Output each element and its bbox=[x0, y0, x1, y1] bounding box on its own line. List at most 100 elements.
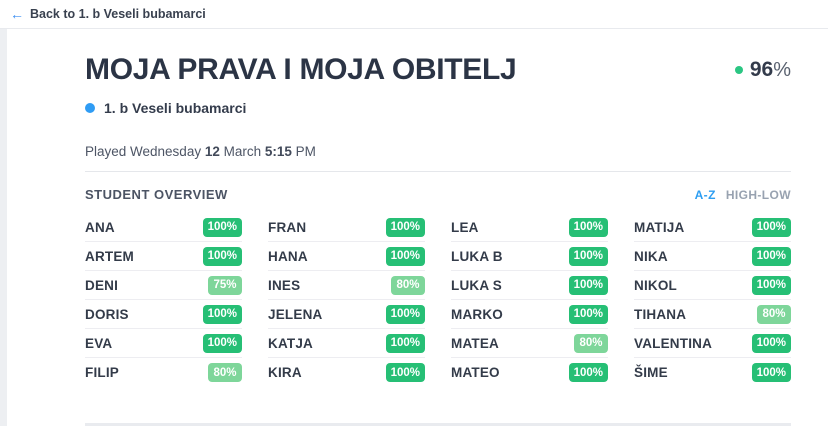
student-name: KATJA bbox=[268, 335, 314, 351]
student-row[interactable]: NIKA 100% bbox=[634, 242, 791, 271]
student-column: ANA 100% ARTEM 100% DENI 75% DORIS 100% … bbox=[85, 213, 242, 387]
student-name: NIKOL bbox=[634, 277, 677, 293]
average-dot-icon bbox=[734, 66, 743, 74]
student-name: ANA bbox=[85, 219, 115, 235]
student-row[interactable]: FILIP 80% bbox=[85, 358, 242, 387]
student-row[interactable]: DORIS 100% bbox=[85, 300, 242, 329]
student-score-badge: 80% bbox=[391, 275, 425, 295]
student-name: VALENTINA bbox=[634, 335, 713, 351]
student-score-badge: 100% bbox=[751, 217, 791, 237]
student-row[interactable]: FRAN 100% bbox=[268, 213, 425, 242]
student-score-badge: 100% bbox=[202, 217, 242, 237]
page-gutter bbox=[0, 29, 7, 426]
student-score-badge: 100% bbox=[202, 246, 242, 266]
results-panel: MOJA PRAVA I MOJA OBITELJ 96 % 1. b Vese… bbox=[85, 29, 791, 387]
student-row[interactable]: LEA 100% bbox=[451, 213, 608, 242]
student-score-badge: 100% bbox=[568, 275, 608, 295]
student-name: NIKA bbox=[634, 248, 668, 264]
sort-highlow-button[interactable]: HIGH-LOW bbox=[725, 187, 791, 202]
student-row[interactable]: LUKA B 100% bbox=[451, 242, 608, 271]
student-row[interactable]: ŠIME 100% bbox=[634, 358, 791, 387]
student-row[interactable]: MATEO 100% bbox=[451, 358, 608, 387]
student-row[interactable]: JELENA 100% bbox=[268, 300, 425, 329]
student-score-badge: 100% bbox=[751, 246, 791, 266]
student-score-badge: 100% bbox=[568, 246, 608, 266]
student-row[interactable]: MATIJA 100% bbox=[634, 213, 791, 242]
student-score-badge: 100% bbox=[568, 217, 608, 237]
student-name: MATIJA bbox=[634, 219, 685, 235]
played-prefix: Played Wednesday bbox=[85, 144, 205, 159]
student-row[interactable]: VALENTINA 100% bbox=[634, 329, 791, 358]
average-percent-sign: % bbox=[773, 58, 791, 81]
student-name: INES bbox=[268, 277, 301, 293]
sort-controls: A-Z HIGH-LOW bbox=[695, 188, 791, 202]
class-average-score: 96 % bbox=[734, 58, 791, 82]
student-score-badge: 100% bbox=[568, 304, 608, 324]
student-row[interactable]: NIKOL 100% bbox=[634, 271, 791, 300]
student-name: ARTEM bbox=[85, 248, 134, 264]
student-row[interactable]: EVA 100% bbox=[85, 329, 242, 358]
student-name: MATEA bbox=[451, 335, 499, 351]
played-time: 5:15 bbox=[264, 144, 292, 159]
student-column: LEA 100% LUKA B 100% LUKA S 100% MARKO 1… bbox=[451, 213, 608, 387]
student-name: FRAN bbox=[268, 219, 307, 235]
student-score-badge: 100% bbox=[751, 333, 791, 353]
student-name: DORIS bbox=[85, 306, 129, 322]
student-row[interactable]: INES 80% bbox=[268, 271, 425, 300]
played-timestamp: Played Wednesday 12 March 5:15 PM bbox=[85, 144, 791, 159]
section-divider bbox=[85, 171, 791, 172]
student-row[interactable]: LUKA S 100% bbox=[451, 271, 608, 300]
student-score-badge: 100% bbox=[385, 217, 425, 237]
student-score-badge: 100% bbox=[385, 363, 425, 382]
student-score-badge: 100% bbox=[751, 275, 791, 295]
student-row[interactable]: HANA 100% bbox=[268, 242, 425, 271]
back-link[interactable]: ← Back to 1. b Veseli bubamarci bbox=[10, 7, 206, 21]
student-score-badge: 100% bbox=[385, 333, 425, 353]
title-row: MOJA PRAVA I MOJA OBITELJ 96 % bbox=[85, 53, 791, 86]
student-score-badge: 80% bbox=[208, 363, 242, 382]
student-row[interactable]: KATJA 100% bbox=[268, 329, 425, 358]
student-row[interactable]: KIRA 100% bbox=[268, 358, 425, 387]
student-column: FRAN 100% HANA 100% INES 80% JELENA 100%… bbox=[268, 213, 425, 387]
student-name: LEA bbox=[451, 219, 479, 235]
class-name: 1. b Veseli bubamarci bbox=[104, 100, 247, 116]
played-date: 12 bbox=[204, 144, 220, 159]
student-name: MATEO bbox=[451, 365, 500, 380]
back-link-label: Back to 1. b Veseli bubamarci bbox=[30, 7, 206, 21]
student-row[interactable]: MATEA 80% bbox=[451, 329, 608, 358]
class-row: 1. b Veseli bubamarci bbox=[85, 100, 791, 116]
student-column: MATIJA 100% NIKA 100% NIKOL 100% TIHANA … bbox=[634, 213, 791, 387]
average-value: 96 bbox=[749, 58, 774, 81]
class-dot-icon bbox=[85, 103, 95, 113]
student-name: ŠIME bbox=[634, 365, 668, 380]
student-score-badge: 100% bbox=[385, 246, 425, 266]
student-score-badge: 100% bbox=[202, 333, 242, 353]
student-overview-header: STUDENT OVERVIEW A-Z HIGH-LOW bbox=[85, 187, 791, 202]
student-name: LUKA S bbox=[451, 277, 502, 293]
student-score-badge: 80% bbox=[757, 304, 791, 324]
student-name: DENI bbox=[85, 277, 119, 293]
student-overview-title: STUDENT OVERVIEW bbox=[85, 187, 228, 202]
student-name: HANA bbox=[268, 248, 308, 264]
student-score-badge: 100% bbox=[751, 363, 791, 382]
student-row[interactable]: MARKO 100% bbox=[451, 300, 608, 329]
sort-az-button[interactable]: A-Z bbox=[694, 187, 716, 202]
student-name: EVA bbox=[85, 335, 113, 351]
student-score-badge: 75% bbox=[208, 275, 242, 295]
student-row[interactable]: DENI 75% bbox=[85, 271, 242, 300]
student-name: LUKA B bbox=[451, 248, 503, 264]
student-name: JELENA bbox=[268, 306, 323, 322]
student-score-badge: 100% bbox=[385, 304, 425, 324]
student-row[interactable]: ARTEM 100% bbox=[85, 242, 242, 271]
student-grid: ANA 100% ARTEM 100% DENI 75% DORIS 100% … bbox=[85, 213, 791, 387]
top-bar: ← Back to 1. b Veseli bubamarci bbox=[0, 0, 828, 29]
student-score-badge: 80% bbox=[574, 333, 608, 353]
student-row[interactable]: TIHANA 80% bbox=[634, 300, 791, 329]
played-month: March bbox=[219, 144, 265, 159]
student-row[interactable]: ANA 100% bbox=[85, 213, 242, 242]
played-meridiem: PM bbox=[291, 144, 316, 159]
student-score-badge: 100% bbox=[202, 304, 242, 324]
student-name: FILIP bbox=[85, 365, 119, 380]
student-name: MARKO bbox=[451, 306, 503, 322]
quiz-title: MOJA PRAVA I MOJA OBITELJ bbox=[85, 53, 517, 86]
